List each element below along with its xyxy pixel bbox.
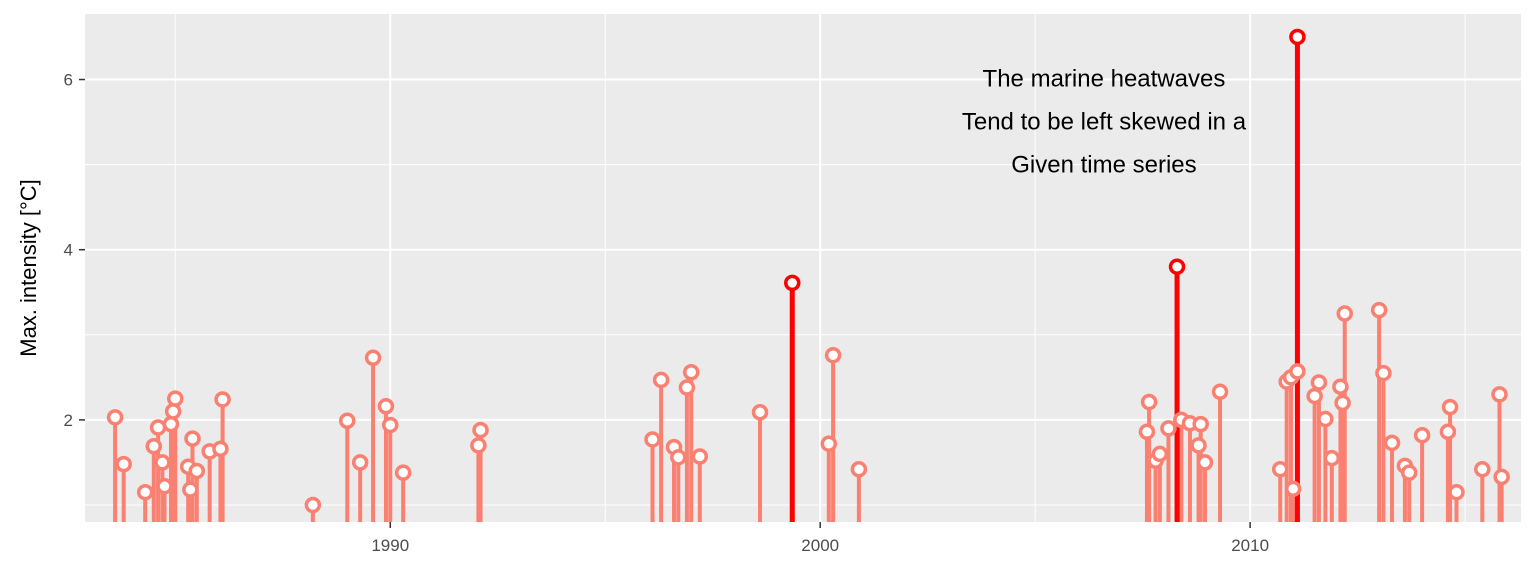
lollipop-point [1211, 383, 1229, 401]
lollipop-point [106, 409, 124, 426]
lollipop-point [136, 483, 154, 501]
x-axis: 1990 2000 2010 [371, 522, 1269, 555]
lollipop-point [1323, 449, 1341, 467]
lollipop-point [1271, 460, 1289, 478]
y-axis: 2 4 6 [64, 71, 85, 430]
lollipop-point [1413, 426, 1431, 444]
lollipop-point [1190, 437, 1207, 454]
annotation-line-2: Tend to be left skewed in a [962, 109, 1247, 136]
lollipop-point [670, 449, 687, 466]
lollipop-point [678, 379, 696, 396]
lollipop-point [682, 363, 700, 381]
lollipop-point [1370, 301, 1388, 319]
y-tick-label: 6 [64, 71, 73, 90]
lollipop-point [156, 478, 173, 495]
lollipop-point [691, 448, 709, 465]
lollipop-point [1160, 420, 1177, 437]
lollipop-point [470, 437, 487, 454]
lollipop-point [382, 416, 399, 434]
lollipop-point [154, 454, 171, 471]
plot-panel [85, 14, 1521, 522]
lollipop-point [145, 438, 163, 455]
lollipop-point [182, 481, 199, 498]
annotation-line-3: Given time series [1011, 152, 1196, 179]
highlight-point [1168, 258, 1186, 275]
x-tick-label: 2010 [1231, 536, 1269, 555]
lollipop-point [1332, 378, 1349, 395]
lollipop-point [1493, 468, 1510, 486]
lollipop-point [1439, 423, 1457, 441]
y-tick-label: 2 [64, 411, 73, 430]
x-tick-label: 1990 [371, 536, 409, 555]
lollipop-point [115, 455, 132, 473]
lollipop-point [1441, 398, 1459, 416]
lollipop-point [1289, 363, 1306, 380]
lollipop-point [214, 391, 231, 408]
lollipop-point [1151, 445, 1169, 463]
lollipop-point [377, 398, 395, 415]
lollipop-point [472, 421, 489, 439]
lollipop-point [820, 435, 838, 452]
lollipop-point [644, 431, 661, 448]
lollipop-point [1448, 483, 1465, 501]
lollipop-point [188, 462, 206, 480]
lollipop-point [652, 371, 670, 389]
lollipop-point [1310, 374, 1328, 391]
annotation-line-1: The marine heatwaves [983, 66, 1226, 93]
y-tick-label: 4 [64, 241, 73, 260]
lollipop-point [184, 430, 201, 447]
lollipop-point [1196, 454, 1214, 471]
lollipop-points [106, 28, 1510, 514]
lollipop-point [212, 440, 229, 458]
lollipop-point [824, 346, 842, 364]
lollipop-point [1474, 460, 1491, 478]
lollipop-point [1140, 393, 1158, 411]
lollipop-point [394, 464, 412, 481]
lollipop-point [167, 390, 184, 407]
highlight-point [784, 274, 801, 292]
lollipop-point [162, 415, 180, 433]
y-axis-title: Max. intensity [°C] [16, 179, 41, 357]
major-gridlines [85, 14, 1521, 522]
lollipop-point [1317, 410, 1334, 428]
lollipop-point [339, 412, 356, 429]
lollipop-point [1491, 386, 1508, 403]
lollipop-point [149, 419, 167, 436]
lollipop-point [1383, 434, 1401, 452]
lollipop-point [1334, 394, 1351, 412]
lollipop-point [850, 460, 868, 478]
lollipop-point [751, 403, 769, 421]
lollipop-point [1375, 364, 1392, 382]
lollipop-point [1306, 387, 1323, 405]
lollipop-point [1284, 480, 1302, 498]
lollipop-point [1400, 464, 1418, 481]
lollipop-point [364, 349, 382, 367]
lollipop-point [164, 403, 182, 420]
minor-gridlines [85, 14, 1521, 522]
lollipop-point [351, 454, 369, 471]
lollipop-point [304, 496, 322, 514]
x-tick-label: 2000 [801, 536, 839, 555]
annotation: The marine heatwaves Tend to be left ske… [962, 66, 1247, 179]
lollipop-point [1138, 423, 1156, 441]
highlight-point [1289, 28, 1306, 46]
lollipop-point [1192, 415, 1209, 433]
lollipop-point [1336, 305, 1353, 322]
